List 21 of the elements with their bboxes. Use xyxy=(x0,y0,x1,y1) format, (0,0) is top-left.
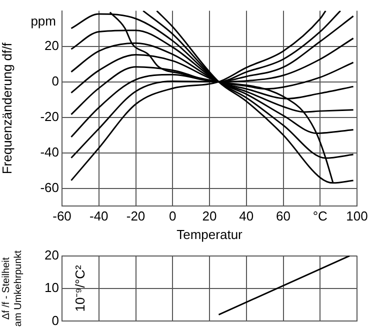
y-axis-title: Δf /f - Steilheit am Umkehrpunkt xyxy=(0,250,24,327)
x-tick-label: 20 xyxy=(202,208,217,224)
y-tick-label: 0 xyxy=(52,73,59,88)
y-tick-label: 0 xyxy=(52,312,59,328)
y-tick-label: -40 xyxy=(40,144,59,160)
x-tick-label: -20 xyxy=(126,208,146,224)
y-tick-label: -60 xyxy=(40,180,59,195)
x-tick-label: 0 xyxy=(169,208,176,224)
y-tick-label: 20 xyxy=(44,38,59,53)
x-tick-label: 40 xyxy=(239,208,254,224)
annotation: 10⁻⁹/°C² xyxy=(72,264,88,312)
x-tick-label: 100 xyxy=(346,208,368,224)
x-tick-label: 60 xyxy=(276,208,290,224)
y-tick-label: 20 xyxy=(44,247,59,262)
x-axis-title: Temperatur xyxy=(176,226,244,242)
y-tick-label: -20 xyxy=(40,108,59,124)
y-axis-title: Frequenzänderung df/f xyxy=(0,42,14,174)
y-tick-label: 10 xyxy=(44,280,59,296)
x-tick-label: °C xyxy=(312,208,328,224)
x-tick-label: -40 xyxy=(89,208,108,224)
text: ppm xyxy=(30,13,56,28)
